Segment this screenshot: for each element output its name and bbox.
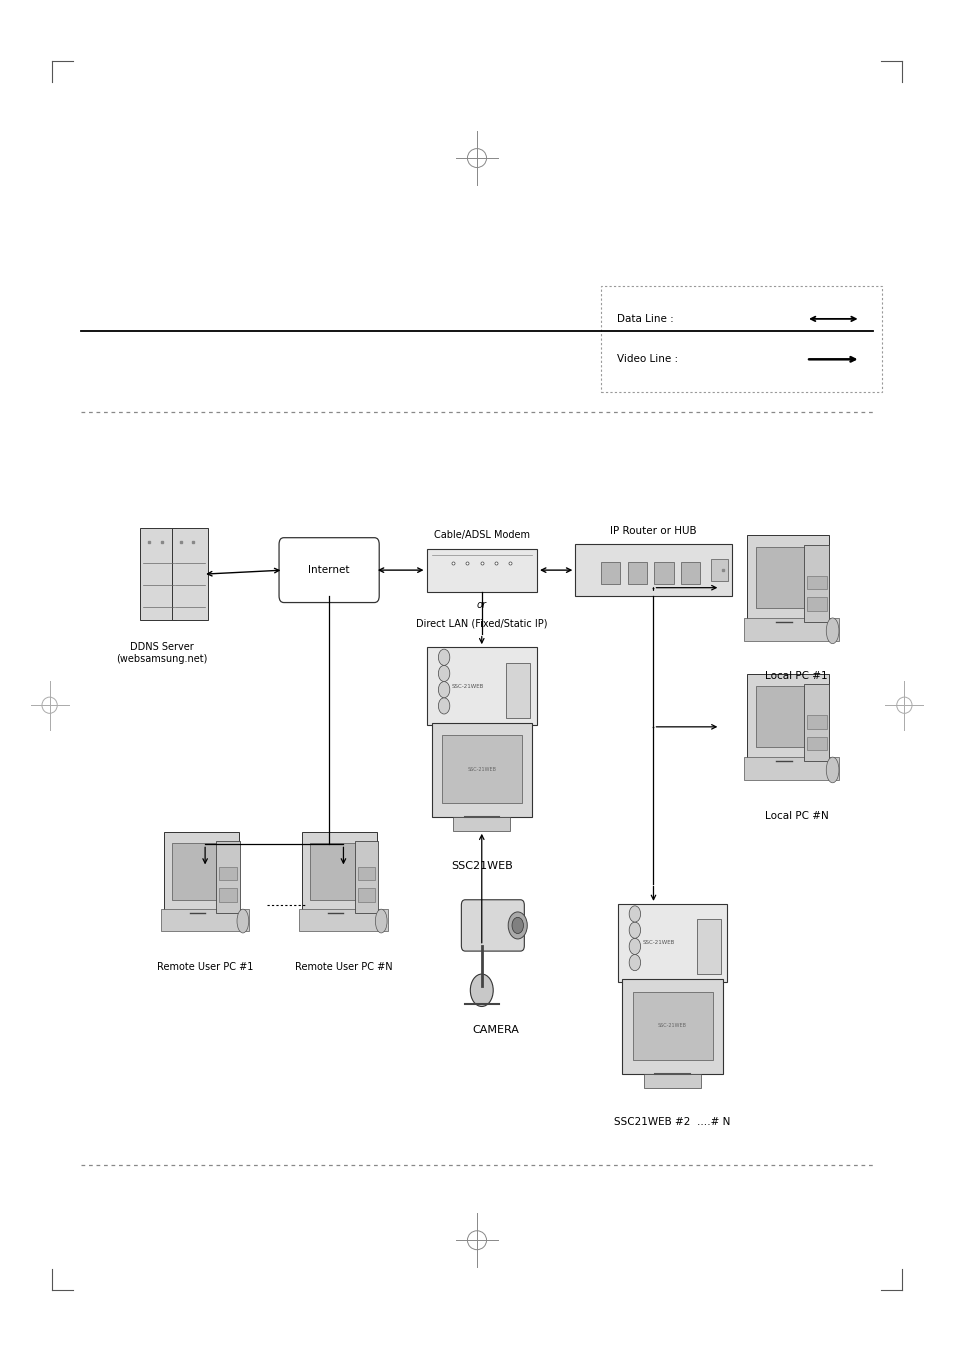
Text: Video Line :: Video Line : — [617, 354, 678, 365]
Text: Internet: Internet — [308, 565, 350, 576]
Circle shape — [629, 921, 640, 938]
FancyBboxPatch shape — [310, 843, 369, 900]
Text: SSC-21WEB: SSC-21WEB — [467, 766, 496, 771]
FancyBboxPatch shape — [301, 832, 377, 913]
FancyBboxPatch shape — [680, 562, 700, 584]
FancyBboxPatch shape — [216, 842, 240, 913]
FancyBboxPatch shape — [618, 904, 726, 982]
FancyBboxPatch shape — [357, 889, 375, 902]
FancyBboxPatch shape — [427, 549, 536, 592]
FancyBboxPatch shape — [755, 686, 819, 747]
FancyBboxPatch shape — [806, 597, 825, 611]
FancyBboxPatch shape — [803, 544, 828, 621]
Circle shape — [438, 665, 450, 681]
Circle shape — [629, 954, 640, 970]
Text: Local PC #1: Local PC #1 — [764, 671, 827, 681]
FancyBboxPatch shape — [161, 909, 249, 931]
FancyBboxPatch shape — [574, 544, 732, 596]
FancyBboxPatch shape — [505, 663, 530, 717]
Circle shape — [438, 681, 450, 697]
FancyBboxPatch shape — [600, 286, 882, 392]
Circle shape — [470, 974, 493, 1006]
FancyBboxPatch shape — [140, 528, 176, 620]
FancyBboxPatch shape — [746, 674, 827, 761]
FancyBboxPatch shape — [600, 562, 619, 584]
Text: IP Router or HUB: IP Router or HUB — [610, 527, 696, 536]
FancyBboxPatch shape — [355, 842, 378, 913]
FancyBboxPatch shape — [643, 1074, 700, 1088]
FancyBboxPatch shape — [710, 559, 727, 581]
FancyBboxPatch shape — [278, 538, 378, 603]
FancyBboxPatch shape — [806, 576, 825, 589]
FancyBboxPatch shape — [806, 715, 825, 728]
Circle shape — [629, 938, 640, 954]
Circle shape — [512, 917, 523, 934]
Text: or: or — [476, 600, 486, 609]
Text: Data Line :: Data Line : — [617, 313, 673, 324]
Ellipse shape — [825, 617, 838, 643]
FancyBboxPatch shape — [441, 735, 521, 802]
FancyBboxPatch shape — [172, 843, 231, 900]
FancyBboxPatch shape — [627, 562, 646, 584]
FancyBboxPatch shape — [743, 757, 839, 781]
Text: Cable/ADSL Modem: Cable/ADSL Modem — [434, 531, 529, 540]
FancyBboxPatch shape — [746, 535, 827, 621]
FancyBboxPatch shape — [299, 909, 387, 931]
FancyBboxPatch shape — [621, 979, 721, 1074]
FancyBboxPatch shape — [654, 562, 673, 584]
FancyBboxPatch shape — [431, 723, 531, 817]
FancyBboxPatch shape — [632, 992, 712, 1059]
Text: SSC-21WEB: SSC-21WEB — [658, 1023, 686, 1028]
FancyBboxPatch shape — [219, 867, 237, 881]
FancyBboxPatch shape — [755, 547, 819, 608]
FancyBboxPatch shape — [803, 684, 828, 761]
Circle shape — [629, 907, 640, 921]
Circle shape — [438, 650, 450, 665]
FancyBboxPatch shape — [163, 832, 239, 913]
FancyBboxPatch shape — [172, 528, 208, 620]
FancyBboxPatch shape — [743, 617, 839, 640]
Circle shape — [438, 697, 450, 713]
Text: CAMERA: CAMERA — [472, 1025, 519, 1035]
FancyBboxPatch shape — [219, 889, 237, 902]
Text: SSC21WEB #2  ….# N: SSC21WEB #2 ….# N — [614, 1117, 730, 1127]
FancyBboxPatch shape — [453, 817, 510, 831]
Text: SSC-21WEB: SSC-21WEB — [451, 684, 483, 689]
FancyBboxPatch shape — [427, 647, 536, 725]
Text: Direct LAN (Fixed/Static IP): Direct LAN (Fixed/Static IP) — [416, 619, 547, 628]
FancyBboxPatch shape — [696, 920, 720, 974]
Text: SSC21WEB: SSC21WEB — [451, 861, 512, 870]
Text: Local PC #N: Local PC #N — [764, 811, 827, 820]
Text: SSC-21WEB: SSC-21WEB — [641, 940, 674, 946]
Ellipse shape — [375, 909, 387, 934]
Circle shape — [508, 912, 527, 939]
Ellipse shape — [825, 757, 838, 782]
FancyBboxPatch shape — [357, 867, 375, 881]
Text: Remote User PC #N: Remote User PC #N — [294, 962, 392, 971]
Ellipse shape — [236, 909, 249, 934]
Text: DDNS Server
(websamsung.net): DDNS Server (websamsung.net) — [116, 642, 208, 665]
Text: Remote User PC #1: Remote User PC #1 — [156, 962, 253, 971]
FancyBboxPatch shape — [461, 900, 524, 951]
FancyBboxPatch shape — [806, 736, 825, 750]
